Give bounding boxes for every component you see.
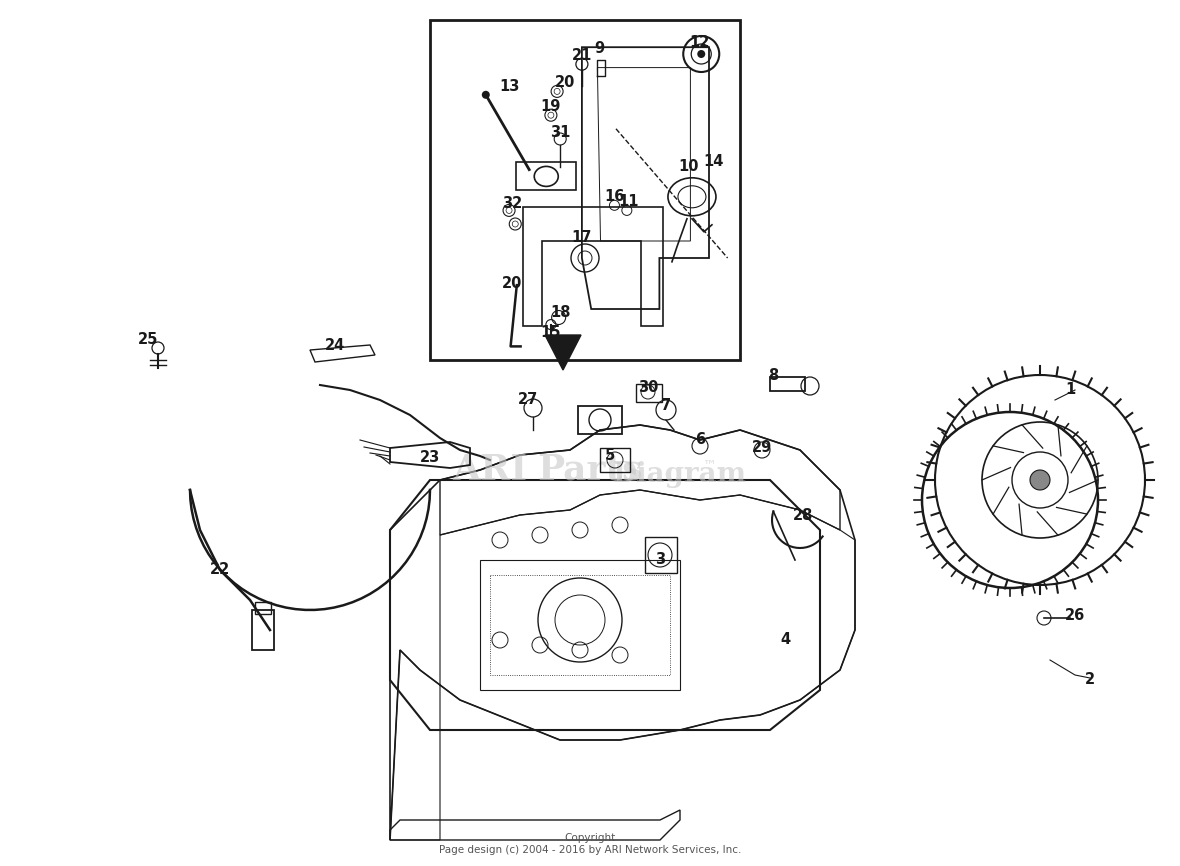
- Bar: [645, 537, 677, 573]
- Text: 24: 24: [324, 338, 345, 352]
- Text: 13: 13: [499, 79, 519, 94]
- Text: 16: 16: [604, 190, 624, 204]
- Text: 27: 27: [518, 392, 538, 408]
- Text: 18: 18: [550, 305, 570, 320]
- Text: 5: 5: [605, 448, 615, 462]
- Text: 3: 3: [655, 553, 666, 567]
- Text: 10: 10: [678, 158, 699, 174]
- Bar: [771, 377, 805, 391]
- Text: 12: 12: [689, 35, 710, 49]
- Text: Copyright: Copyright: [564, 833, 616, 843]
- Circle shape: [1030, 470, 1050, 490]
- Text: 14: 14: [703, 153, 723, 169]
- Text: 19: 19: [540, 100, 560, 114]
- Text: 23: 23: [420, 449, 440, 464]
- Text: Diagram: Diagram: [612, 462, 747, 488]
- Text: 26: 26: [1064, 608, 1086, 623]
- Bar: [599, 448, 630, 472]
- Text: 32: 32: [502, 196, 523, 211]
- Text: 21: 21: [572, 48, 592, 63]
- Text: 6: 6: [695, 432, 706, 448]
- Text: 20: 20: [555, 75, 575, 90]
- Text: 11: 11: [618, 194, 638, 210]
- Text: 30: 30: [638, 380, 658, 396]
- Circle shape: [697, 50, 706, 58]
- Text: 4: 4: [780, 632, 791, 648]
- Bar: [636, 384, 662, 402]
- Polygon shape: [545, 335, 581, 370]
- Text: 2: 2: [1084, 673, 1095, 688]
- Circle shape: [481, 91, 490, 99]
- Bar: [578, 406, 622, 434]
- Bar: [490, 575, 670, 675]
- Text: 8: 8: [768, 367, 778, 383]
- Text: 31: 31: [550, 125, 570, 139]
- Bar: [480, 560, 680, 690]
- Text: 22: 22: [210, 563, 230, 578]
- Text: Parts: Parts: [537, 453, 643, 487]
- Text: 17: 17: [572, 230, 592, 245]
- Text: ARI: ARI: [452, 453, 527, 487]
- Text: 28: 28: [793, 507, 813, 522]
- Text: 7: 7: [661, 397, 671, 412]
- Bar: [517, 163, 576, 191]
- Text: 20: 20: [502, 276, 523, 291]
- Bar: [255, 602, 271, 614]
- Text: 1: 1: [1064, 383, 1075, 397]
- Text: 29: 29: [752, 440, 772, 455]
- Bar: [253, 610, 274, 650]
- Text: 15: 15: [540, 326, 562, 340]
- Text: 25: 25: [138, 333, 158, 347]
- Text: ™: ™: [703, 458, 717, 472]
- Bar: [430, 20, 740, 360]
- Text: Page design (c) 2004 - 2016 by ARI Network Services, Inc.: Page design (c) 2004 - 2016 by ARI Netwo…: [439, 845, 741, 855]
- Text: 9: 9: [594, 42, 604, 56]
